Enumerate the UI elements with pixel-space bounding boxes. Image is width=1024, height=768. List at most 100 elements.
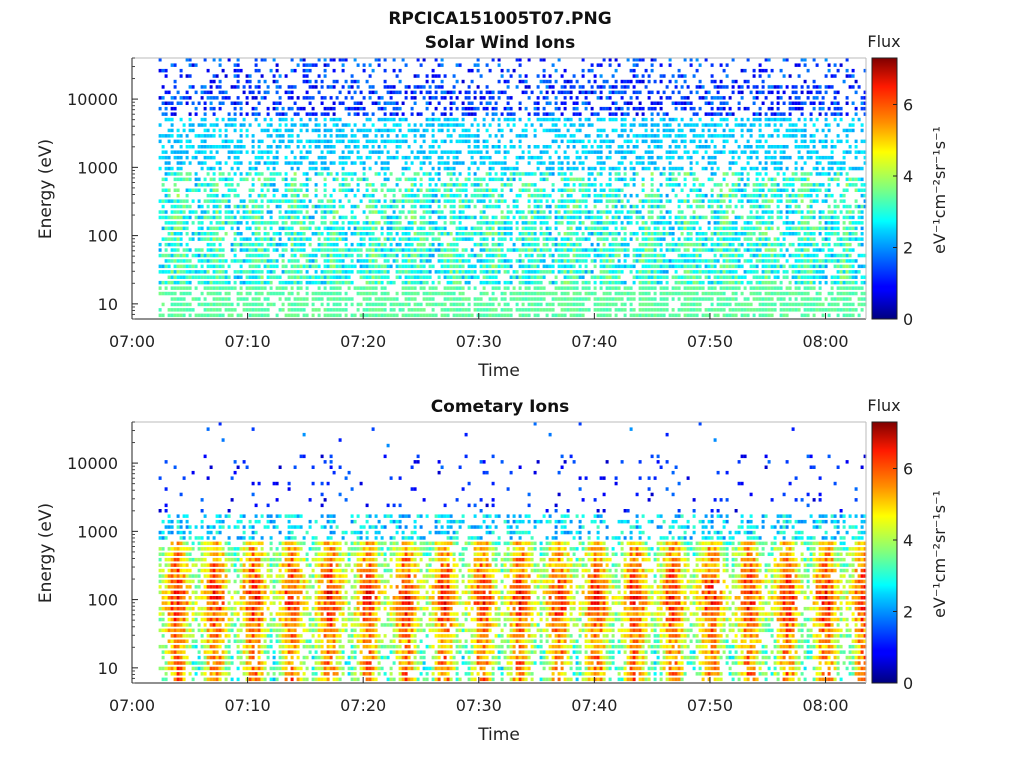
spectrogram-cell <box>254 302 258 307</box>
spectrogram-cell <box>455 183 459 187</box>
spectrogram-cell <box>647 226 651 231</box>
spectrogram-cell <box>431 264 435 269</box>
spectrogram-cell <box>161 253 165 258</box>
spectrogram-cell <box>473 134 477 138</box>
spectrogram-cell <box>275 90 279 95</box>
spectrogram-cell <box>434 183 438 187</box>
spectrogram-cell <box>467 308 471 312</box>
spectrogram-cell <box>449 242 453 247</box>
spectrogram-cell <box>560 308 564 312</box>
spectrogram-cell <box>488 193 492 198</box>
spectrogram-cell <box>632 308 636 312</box>
spectrogram-cell <box>653 302 657 307</box>
spectrogram-cell <box>419 188 423 192</box>
spectrogram-cell <box>593 90 597 95</box>
spectrogram-cell <box>452 128 456 133</box>
spectrogram-cell <box>422 308 426 312</box>
spectrogram-cell <box>617 280 621 285</box>
spectrogram-cell <box>494 308 498 312</box>
spectrogram-cell <box>560 280 564 285</box>
spectrogram-cell <box>542 270 546 274</box>
spectrogram-cell <box>233 193 237 198</box>
spectrogram-cell <box>494 204 498 209</box>
spectrogram-cell <box>203 106 207 111</box>
spectrogram-cell <box>452 123 456 127</box>
spectrogram-cell <box>356 242 360 247</box>
spectrogram-cell <box>263 280 267 285</box>
spectrogram-cell <box>383 85 387 89</box>
spectrogram-cell <box>524 253 528 258</box>
spectrogram-cell <box>371 270 375 274</box>
spectrogram-cell <box>452 264 456 269</box>
spectrogram-cell <box>614 177 618 182</box>
spectrogram-cell <box>527 275 531 279</box>
spectrogram-cell <box>392 226 396 231</box>
spectrogram-cell <box>404 297 408 301</box>
spectrogram-cell <box>632 172 636 176</box>
spectrogram-cell <box>563 242 567 247</box>
spectrogram-cell <box>521 280 525 285</box>
spectrogram-cell <box>383 291 387 296</box>
spectrogram-cell <box>206 215 210 220</box>
spectrogram-cell <box>209 96 213 100</box>
spectrogram-cell <box>389 112 393 116</box>
spectrogram-cell <box>209 150 213 154</box>
spectrogram-cell <box>572 242 576 247</box>
spectrogram-cell <box>464 204 468 209</box>
spectrogram-cell <box>269 210 273 214</box>
spectrogram-cell <box>422 221 426 225</box>
spectrogram-cell <box>446 161 450 165</box>
spectrogram-cell <box>257 210 261 214</box>
spectrogram-cell <box>203 280 207 285</box>
spectrogram-cell <box>254 221 258 225</box>
spectrogram-cell <box>227 145 231 149</box>
spectrogram-cell <box>167 232 171 236</box>
spectrogram-cell <box>557 145 561 149</box>
spectrogram-cell <box>245 150 249 154</box>
spectrogram-cell <box>227 112 231 116</box>
spectrogram-cell <box>524 221 528 225</box>
spectrogram-cell <box>602 85 606 89</box>
spectrogram-cell <box>500 297 504 301</box>
spectrogram-cell <box>557 297 561 301</box>
spectrogram-cell <box>473 308 477 312</box>
spectrogram-cell <box>566 264 570 269</box>
spectrogram-cell <box>542 58 546 62</box>
spectrogram-cell <box>437 242 441 247</box>
spectrogram-cell <box>365 112 369 116</box>
spectrogram-cell <box>641 308 645 312</box>
spectrogram-cell <box>278 112 282 116</box>
spectrogram-cell <box>494 297 498 301</box>
spectrogram-cell <box>197 259 201 263</box>
spectrogram-cell <box>305 275 309 279</box>
spectrogram-cell <box>239 112 243 116</box>
spectrogram-cell <box>605 264 609 269</box>
spectrogram-cell <box>200 270 204 274</box>
spectrogram-cell <box>308 117 312 122</box>
spectrogram-cell <box>524 226 528 231</box>
spectrogram-cell <box>461 215 465 220</box>
spectrogram-cell <box>599 63 603 67</box>
spectrogram-cell <box>467 85 471 89</box>
spectrogram-cell <box>164 188 168 192</box>
spectrogram-cell <box>236 297 240 301</box>
spectrogram-cell <box>632 145 636 149</box>
spectrogram-cell <box>335 286 339 290</box>
spectrogram-cell <box>596 63 600 67</box>
spectrogram-cell <box>404 302 408 307</box>
spectrogram-cell <box>494 232 498 236</box>
spectrogram-cell <box>206 248 210 252</box>
spectrogram-cell <box>506 166 510 171</box>
spectrogram-cell <box>422 58 426 62</box>
spectrogram-cell <box>548 112 552 116</box>
spectrogram-cell <box>212 270 216 274</box>
spectrogram-cell <box>368 226 372 231</box>
spectrogram-cell <box>503 166 507 171</box>
spectrogram-cell <box>203 155 207 160</box>
spectrogram-cell <box>197 275 201 279</box>
spectrogram-cell <box>578 85 582 89</box>
spectrogram-cell <box>233 308 237 312</box>
spectrogram-cell <box>209 308 213 312</box>
spectrogram-cell <box>575 291 579 296</box>
spectrogram-cell <box>650 210 654 214</box>
